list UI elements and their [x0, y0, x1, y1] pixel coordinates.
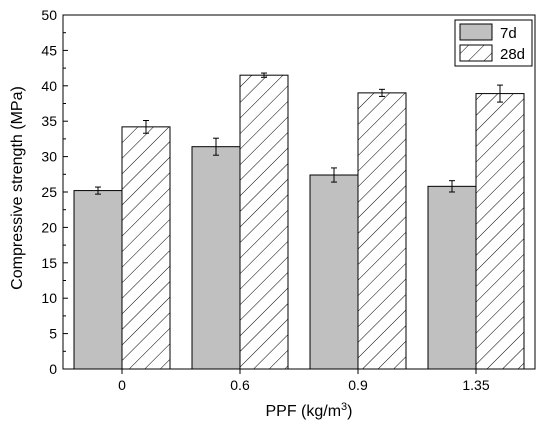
- bar-7d-1.35: [427, 185, 477, 370]
- y-tick-label-35: 35: [41, 113, 57, 129]
- error-bar-7d-0.6: [213, 137, 219, 156]
- legend: 7d 28d: [454, 19, 533, 67]
- x-axis-label-main: PPF (kg/m: [265, 403, 341, 420]
- bar-7d-0: [73, 190, 123, 370]
- error-bar-28d-0: [143, 119, 149, 134]
- error-bar-28d-0.6: [261, 72, 267, 78]
- y-tick-label-5: 5: [49, 326, 57, 342]
- x-axis-label-end: ): [347, 403, 352, 420]
- bar-7d-0.6: [191, 146, 241, 370]
- x-tick-label-0: 0: [118, 377, 126, 393]
- legend-label-7d: 7d: [500, 25, 517, 42]
- bar-28d-0.9: [357, 92, 407, 370]
- error-bar-7d-0.9: [331, 167, 337, 183]
- axes-layer: 0 0.6 0.9 1.35 0 5 10 15 20 25 30 35 40 45 50: [41, 7, 536, 393]
- y-tick-label-50: 50: [41, 7, 57, 23]
- y-tick-label-15: 15: [41, 255, 57, 271]
- bars-layer: [73, 74, 525, 370]
- x-axis-label: PPF (kg/m3): [265, 401, 352, 420]
- y-tick-label-0: 0: [49, 361, 57, 377]
- error-bar-7d-1.35: [449, 180, 455, 193]
- bar-28d-1.35: [475, 93, 525, 370]
- x-axis-label-superscript: 3: [341, 401, 347, 413]
- y-tick-label-20: 20: [41, 219, 57, 235]
- bar-28d-0: [121, 126, 171, 370]
- x-tick-label-1.35: 1.35: [462, 377, 489, 393]
- y-axis-label: Compressive strength (MPa): [9, 86, 26, 290]
- legend-swatch-28d: [459, 44, 493, 62]
- bar-28d-0.6: [239, 74, 289, 370]
- x-tick-label-0.6: 0.6: [230, 377, 250, 393]
- legend-swatch-7d: [459, 23, 493, 41]
- y-tick-label-40: 40: [41, 78, 57, 94]
- bar-7d-0.9: [309, 174, 359, 370]
- error-bar-7d-0: [95, 186, 101, 195]
- error-bars-layer: [95, 72, 503, 195]
- y-tick-label-30: 30: [41, 149, 57, 165]
- y-tick-label-45: 45: [41, 42, 57, 58]
- error-bar-28d-1.35: [497, 84, 503, 103]
- error-bar-28d-0.9: [379, 88, 385, 97]
- y-tick-label-25: 25: [41, 184, 57, 200]
- x-tick-label-0.9: 0.9: [348, 377, 368, 393]
- legend-label-28d: 28d: [500, 46, 525, 63]
- y-tick-label-10: 10: [41, 290, 57, 306]
